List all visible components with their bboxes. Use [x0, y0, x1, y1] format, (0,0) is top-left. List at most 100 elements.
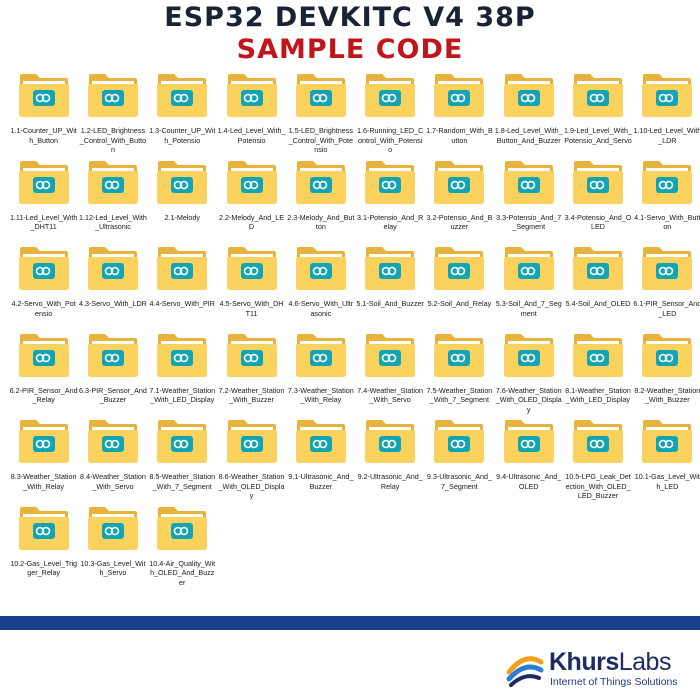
folder-item[interactable]: 8.1-Weather_Station_With_LED_Display: [563, 332, 632, 419]
folder-label: 8.4-Weather_Station_With_Servo: [80, 472, 146, 491]
folder-label: 10.1-Gas_Level_With_LED: [634, 472, 700, 491]
folder-item[interactable]: 4.6-Servo_With_Ultrasonic: [286, 245, 355, 332]
folder-item[interactable]: 1.10-Led_Level_With_LDR: [633, 72, 700, 159]
folder-item[interactable]: 7.6-Weather_Station_With_OLED_Display: [494, 332, 563, 419]
folder-item[interactable]: 10.2-Gas_Level_Trigger_Relay: [9, 505, 78, 592]
folder-label: 10.3-Gas_Level_With_Servo: [80, 558, 146, 578]
folder-item[interactable]: 7.5-Weather_Station_With_7_Segment: [425, 332, 494, 419]
folder-label: 5.1-Soil_And_Buzzer: [356, 299, 424, 308]
folder-item[interactable]: 9.3-Ultrasonic_And_7_Segment: [425, 418, 494, 505]
folder-label: 1.11-Led_Level_With_DHT11: [9, 212, 78, 232]
folder-item[interactable]: 10.1-Gas_Level_With_LED: [633, 418, 700, 505]
folder-item[interactable]: 1.5-LED_Brightness_Control_With_Potensio: [286, 72, 355, 159]
arduino-folder-icon: [295, 333, 346, 377]
arduino-folder-icon: [573, 333, 624, 377]
arduino-folder-icon: [365, 247, 416, 290]
arduino-folder-icon: [87, 333, 138, 377]
folder-label: 1.5-LED_Brightness_Control_With_Potensio: [288, 126, 353, 155]
brand-suffix: Labs: [618, 648, 672, 676]
arduino-folder-icon: [18, 160, 69, 204]
arduino-folder-icon: [642, 333, 693, 377]
arduino-folder-icon: [157, 506, 208, 550]
arduino-folder-icon: [157, 420, 208, 463]
folder-item[interactable]: 4.3-Servo_With_LDR: [78, 245, 147, 332]
folder-item[interactable]: 1.11-Led_Level_With_DHT11: [9, 159, 78, 246]
arduino-folder-icon: [365, 420, 416, 463]
folder-item[interactable]: 1.7-Random_With_Button: [425, 72, 494, 159]
folder-item[interactable]: 8.4-Weather_Station_With_Servo: [78, 418, 147, 505]
folder-item[interactable]: 10.3-Gas_Level_With_Servo: [78, 505, 147, 592]
folder-item[interactable]: 4.1-Servo_With_Button: [633, 159, 700, 246]
folder-item[interactable]: 7.1-Weather_Station_With_LED_Display: [148, 332, 217, 419]
folder-item[interactable]: 3.3-Potensio_And_7_Segment: [494, 159, 563, 246]
folder-item[interactable]: 3.4-Potensio_And_OLED: [563, 159, 632, 246]
folder-item[interactable]: 9.2-Ultrasonic_And_Relay: [355, 418, 424, 505]
folder-item[interactable]: 7.2-Weather_Station_With_Buzzer: [217, 332, 286, 419]
folder-item[interactable]: 3.1-Potensio_And_Relay: [355, 159, 424, 246]
folder-item[interactable]: 1.3-Counter_UP_With_Potensio: [148, 72, 217, 159]
arduino-folder-icon: [295, 74, 346, 117]
arduino-folder-icon: [18, 74, 69, 117]
folder-label: 9.3-Ultrasonic_And_7_Segment: [426, 472, 492, 491]
folder-label: 2.1-Melody: [164, 212, 201, 222]
folder-item[interactable]: 4.2-Servo_With_Potensio: [9, 245, 78, 332]
folder-item[interactable]: 1.9-Led_Level_With_Potensio_And_Servo: [563, 72, 632, 159]
folder-label: 9.2-Ultrasonic_And_Relay: [357, 472, 423, 491]
folder-item[interactable]: 1.4-Led_Level_With_Potensio: [217, 72, 286, 159]
arduino-folder-icon: [18, 420, 69, 463]
folder-item[interactable]: 9.4-Ultrasonic_And_OLED: [494, 418, 563, 505]
folder-item[interactable]: 7.3-Weather_Station_With_Relay: [286, 332, 355, 419]
folder-item[interactable]: 4.4-Servo_With_PIR: [148, 245, 217, 332]
folder-item[interactable]: 1.1-Counter_UP_With_Button: [9, 72, 78, 159]
arduino-folder-icon: [642, 160, 693, 204]
arduino-folder-icon: [226, 420, 277, 463]
arduino-folder-icon: [226, 160, 277, 204]
arduino-folder-icon: [365, 160, 416, 204]
folder-item[interactable]: 1.2-LED_Brightness_Control_With_Button: [78, 72, 147, 159]
folder-label: 4.2-Servo_With_Potensio: [11, 299, 76, 318]
folder-label: 7.5-Weather_Station_With_7_Segment: [426, 385, 493, 405]
folder-item[interactable]: 2.3-Melody_And_Button: [286, 159, 355, 246]
folder-item[interactable]: 1.12-Led_Level_With_Ultrasonic: [78, 159, 147, 246]
arduino-folder-icon: [434, 74, 485, 117]
folder-label: 7.2-Weather_Station_With_Buzzer: [218, 385, 285, 405]
folder-label: 1.1-Counter_UP_With_Button: [10, 126, 77, 145]
arduino-folder-icon: [295, 420, 346, 463]
folder-label: 4.4-Servo_With_PIR: [149, 299, 215, 308]
folder-label: 2.2-Melody_And_LED: [218, 212, 285, 232]
folder-item[interactable]: 8.6-Weather_Station_With_OLED_Display: [217, 418, 286, 505]
folder-item[interactable]: 6.2-PIR_Sensor_And_Relay: [9, 332, 78, 419]
folder-label: 1.7-Random_With_Button: [426, 126, 493, 145]
folder-item[interactable]: 3.2-Potensio_And_Buzzer: [425, 159, 494, 246]
folder-item[interactable]: 10.5-LPG_Leak_Detection_With_OLED_LED_Bu…: [563, 418, 632, 505]
folder-item[interactable]: 4.5-Servo_With_DHT11: [217, 245, 286, 332]
folder-label: 6.3-PIR_Sensor_And_Buzzer: [78, 385, 147, 405]
arduino-folder-icon: [573, 74, 624, 117]
folder-item[interactable]: 8.5-Weather_Station_With_7_Segment: [148, 418, 217, 505]
arduino-folder-icon: [642, 420, 693, 463]
folder-item[interactable]: 6.3-PIR_Sensor_And_Buzzer: [78, 332, 147, 419]
folder-label: 3.4-Potensio_And_OLED: [564, 212, 632, 232]
folder-label: 10.5-LPG_Leak_Detection_With_OLED_LED_Bu…: [565, 472, 631, 501]
folder-item[interactable]: 2.2-Melody_And_LED: [217, 159, 286, 246]
folder-item[interactable]: 10.4-Air_Quality_With_OLED_And_Buzzer: [148, 505, 217, 592]
folder-item[interactable]: 8.2-Weather_Station_With_Buzzer: [633, 332, 700, 419]
arduino-folder-icon: [573, 160, 624, 204]
folder-item[interactable]: 5.2-Soil_And_Relay: [425, 245, 494, 332]
footer-bar: [0, 616, 700, 630]
folder-label: 6.1-PIR_Sensor_And_LED: [633, 299, 700, 318]
folder-item[interactable]: 7.4-Weather_Station_With_Servo: [355, 332, 424, 419]
folder-item[interactable]: 8.3-Weather_Station_With_Relay: [9, 418, 78, 505]
folder-item[interactable]: 5.3-Soil_And_7_Segment: [494, 245, 563, 332]
folder-item[interactable]: 1.8-Led_Level_With_Button_And_Buzzer: [494, 72, 563, 159]
folder-item[interactable]: 9.1-Ultrasonic_And_Buzzer: [286, 418, 355, 505]
folder-item[interactable]: 5.1-Soil_And_Buzzer: [355, 245, 424, 332]
folder-item[interactable]: 1.6-Running_LED_Control_With_Potensio: [355, 72, 424, 159]
folder-item[interactable]: 2.1-Melody: [148, 159, 217, 246]
page-subtitle: SAMPLE CODE: [236, 34, 464, 65]
folder-label: 1.8-Led_Level_With_Button_And_Buzzer: [494, 126, 563, 145]
arduino-folder-icon: [18, 333, 69, 377]
folder-item[interactable]: 6.1-PIR_Sensor_And_LED: [633, 245, 700, 332]
folder-label: 9.4-Ultrasonic_And_OLED: [496, 472, 562, 491]
folder-item[interactable]: 5.4-Soil_And_OLED: [563, 245, 632, 332]
